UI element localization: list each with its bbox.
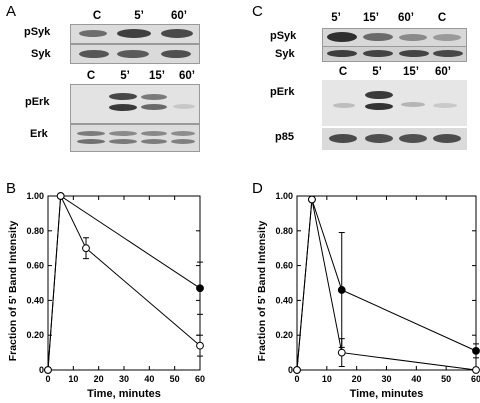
x-tick-label: 20 bbox=[94, 374, 104, 384]
y-tick-label: 0.60 bbox=[26, 261, 44, 271]
data-point-open bbox=[196, 341, 204, 350]
panel-letter-a: A bbox=[6, 3, 17, 20]
row-label-syk: Syk bbox=[31, 48, 51, 60]
y-tick-label: 0.20 bbox=[26, 330, 44, 340]
row-label-erk: Erk bbox=[30, 128, 48, 140]
data-point-open bbox=[82, 244, 90, 253]
y-tick-label: 0.40 bbox=[26, 295, 44, 305]
row-label-syk: Syk bbox=[275, 48, 295, 60]
data-point-filled bbox=[337, 286, 346, 294]
row-label-perk: pErk bbox=[25, 96, 50, 108]
blot-a-psyk bbox=[70, 24, 200, 44]
y-tick-label: 1.00 bbox=[26, 191, 44, 201]
x-tick-label: 40 bbox=[411, 374, 421, 384]
lane-label: C bbox=[338, 66, 348, 78]
row-label-psyk: pSyk bbox=[270, 30, 297, 42]
x-tick-label: 60 bbox=[195, 374, 205, 384]
x-tick-label: 60 bbox=[471, 374, 480, 384]
row-label-perk: pErk bbox=[270, 86, 295, 98]
lane-label: 15’ bbox=[149, 70, 165, 82]
series-line bbox=[296, 199, 477, 371]
data-point-filled bbox=[472, 346, 480, 355]
lane-label: 60’ bbox=[179, 70, 195, 82]
blot-c-syk bbox=[322, 46, 467, 62]
y-tick-label: 0.60 bbox=[275, 261, 293, 271]
x-axis-label: Time, minutes bbox=[87, 388, 161, 400]
x-axis-label: Time, minutes bbox=[350, 388, 424, 400]
y-tick-label: 0 bbox=[288, 365, 293, 375]
x-tick-label: 10 bbox=[68, 374, 78, 384]
lane-label: 15’ bbox=[363, 12, 379, 24]
blot-c-perk bbox=[322, 80, 467, 126]
y-tick-label: 1.00 bbox=[275, 191, 293, 201]
lane-label: 5’ bbox=[331, 12, 341, 24]
blot-c-p85 bbox=[322, 128, 467, 150]
series-line bbox=[296, 199, 477, 371]
lane-label: 5’ bbox=[120, 70, 130, 82]
y-axis-label: Fraction of 5’ Band Intensity bbox=[256, 221, 268, 362]
x-tick-label: 30 bbox=[119, 374, 129, 384]
data-point-open bbox=[472, 366, 480, 374]
y-tick-label: 0 bbox=[39, 365, 44, 375]
row-label-p85: p85 bbox=[275, 131, 294, 143]
panel-letter-d: D bbox=[252, 180, 263, 197]
x-tick-label: 30 bbox=[381, 374, 391, 384]
x-tick-label: 20 bbox=[352, 374, 362, 384]
x-tick-label: 0 bbox=[45, 374, 50, 384]
panel-letter-b: B bbox=[6, 180, 17, 197]
plot-frame bbox=[47, 195, 201, 371]
blot-a-erk bbox=[70, 124, 200, 152]
panel-letter-c: C bbox=[252, 3, 263, 20]
lane-label: 60’ bbox=[435, 66, 451, 78]
lane-label: 60’ bbox=[398, 12, 414, 24]
x-tick-label: 50 bbox=[441, 374, 451, 384]
lane-label: 60’ bbox=[171, 10, 187, 22]
lane-label: 5’ bbox=[372, 66, 382, 78]
y-tick-label: 0.80 bbox=[26, 226, 44, 236]
series-line bbox=[47, 194, 201, 371]
lane-label: 15’ bbox=[403, 66, 419, 78]
blot-a-perk bbox=[70, 84, 200, 124]
y-tick-label: 0.80 bbox=[275, 226, 293, 236]
y-tick-label: 0.20 bbox=[275, 330, 293, 340]
y-tick-label: 0.40 bbox=[275, 295, 293, 305]
data-point-filled bbox=[196, 284, 204, 293]
series-line bbox=[47, 195, 201, 371]
lane-label: 5’ bbox=[134, 10, 144, 22]
y-axis-label: Fraction of 5’ Band Intensity bbox=[7, 221, 19, 362]
data-point-open bbox=[337, 348, 346, 357]
lane-label: C bbox=[92, 10, 102, 22]
data-point-open bbox=[293, 366, 301, 374]
plot-frame bbox=[296, 195, 477, 371]
lane-label: C bbox=[86, 70, 96, 82]
x-tick-label: 50 bbox=[170, 374, 180, 384]
blot-a-syk bbox=[70, 44, 200, 64]
x-tick-label: 10 bbox=[322, 374, 332, 384]
x-tick-label: 40 bbox=[144, 374, 154, 384]
x-tick-label: 0 bbox=[294, 374, 299, 384]
data-point-open bbox=[44, 366, 52, 374]
row-label-psyk: pSyk bbox=[24, 26, 51, 38]
data-point-open bbox=[56, 192, 65, 200]
data-point-open bbox=[308, 195, 316, 204]
lane-label: C bbox=[437, 12, 447, 24]
